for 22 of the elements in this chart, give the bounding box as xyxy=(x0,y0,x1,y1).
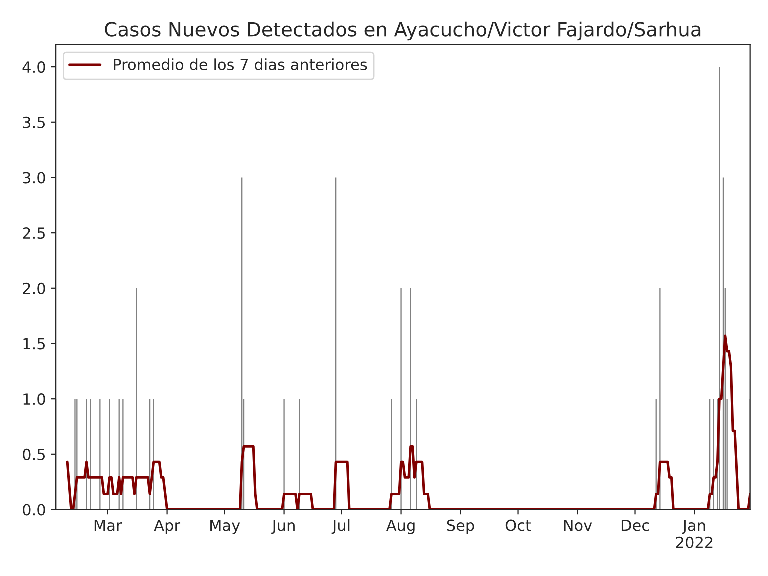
x-tick-label: Aug xyxy=(386,520,415,534)
x-tick-label: Jan 2022 xyxy=(676,520,713,548)
x-tick-label: Sep xyxy=(447,520,474,534)
y-tick-label: 3.0 xyxy=(23,172,46,184)
y-tick-label: 0.5 xyxy=(23,448,46,460)
y-tick-label: 2.0 xyxy=(23,282,46,294)
x-tick-label: Apr xyxy=(154,520,181,534)
x-tick-label: Dec xyxy=(622,520,650,532)
y-tick-label: 1.5 xyxy=(24,338,46,350)
x-tick-label: Jul xyxy=(332,519,350,534)
y-tick-label: 3.5 xyxy=(23,116,46,128)
x-tick-label: Oct xyxy=(506,520,532,532)
x-tick-label: Jun xyxy=(272,520,295,534)
x-tick-label: May xyxy=(210,520,240,534)
y-tick-label: 4.0 xyxy=(22,62,46,74)
y-tick-label: 2.5 xyxy=(23,228,46,240)
x-tick-label: Nov xyxy=(564,520,592,532)
chart-title: Casos Nuevos Detectados en Ayacucho/Victor Fajardo/Sarhua xyxy=(105,22,701,41)
x-tick-label: Mar xyxy=(94,520,122,532)
y-tick-label: 0.0 xyxy=(23,504,46,516)
y-tick-label: 1.0 xyxy=(24,394,46,406)
legend-label: Promedio de los 7 dias anteriores xyxy=(114,58,368,71)
